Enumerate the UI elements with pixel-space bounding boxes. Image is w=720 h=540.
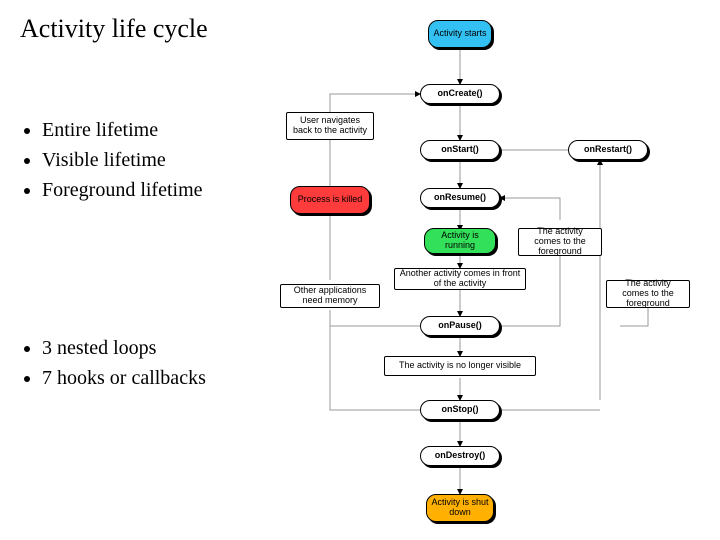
- node-ondestroy: onDestroy(): [420, 446, 500, 466]
- node-onresume: onResume(): [420, 188, 500, 208]
- node-other-apps-need-memory: Other applications need memory: [280, 284, 380, 308]
- list-item: Entire lifetime: [42, 116, 203, 144]
- node-process-killed: Process is killed: [290, 186, 370, 214]
- node-user-navigates-back: User navigates back to the activity: [286, 112, 374, 140]
- node-onrestart: onRestart(): [568, 140, 648, 160]
- list-item: 7 hooks or callbacks: [42, 364, 206, 392]
- list-item: Visible lifetime: [42, 146, 203, 174]
- page-title: Activity life cycle: [20, 14, 208, 44]
- node-activity-starts: Activity starts: [428, 20, 492, 48]
- node-comes-to-foreground: The activity comes to the foreground: [518, 228, 602, 256]
- bullet-list-2: 3 nested loops 7 hooks or callbacks: [6, 334, 206, 394]
- node-comes-to-foreground-2: The activity comes to the foreground: [606, 280, 690, 308]
- list-item: Foreground lifetime: [42, 176, 203, 204]
- node-onstop: onStop(): [420, 400, 500, 420]
- node-oncreate: onCreate(): [420, 84, 500, 104]
- lifecycle-diagram: Activity starts onCreate() User navigate…: [260, 0, 720, 540]
- node-onstart: onStart(): [420, 140, 500, 160]
- node-onpause: onPause(): [420, 316, 500, 336]
- node-no-longer-visible: The activity is no longer visible: [384, 356, 536, 376]
- node-activity-running: Activity is running: [424, 228, 496, 254]
- node-activity-shut-down: Activity is shut down: [426, 494, 494, 522]
- list-item: 3 nested loops: [42, 334, 206, 362]
- bullet-list-1: Entire lifetime Visible lifetime Foregro…: [6, 116, 203, 206]
- node-another-activity: Another activity comes in front of the a…: [394, 268, 526, 290]
